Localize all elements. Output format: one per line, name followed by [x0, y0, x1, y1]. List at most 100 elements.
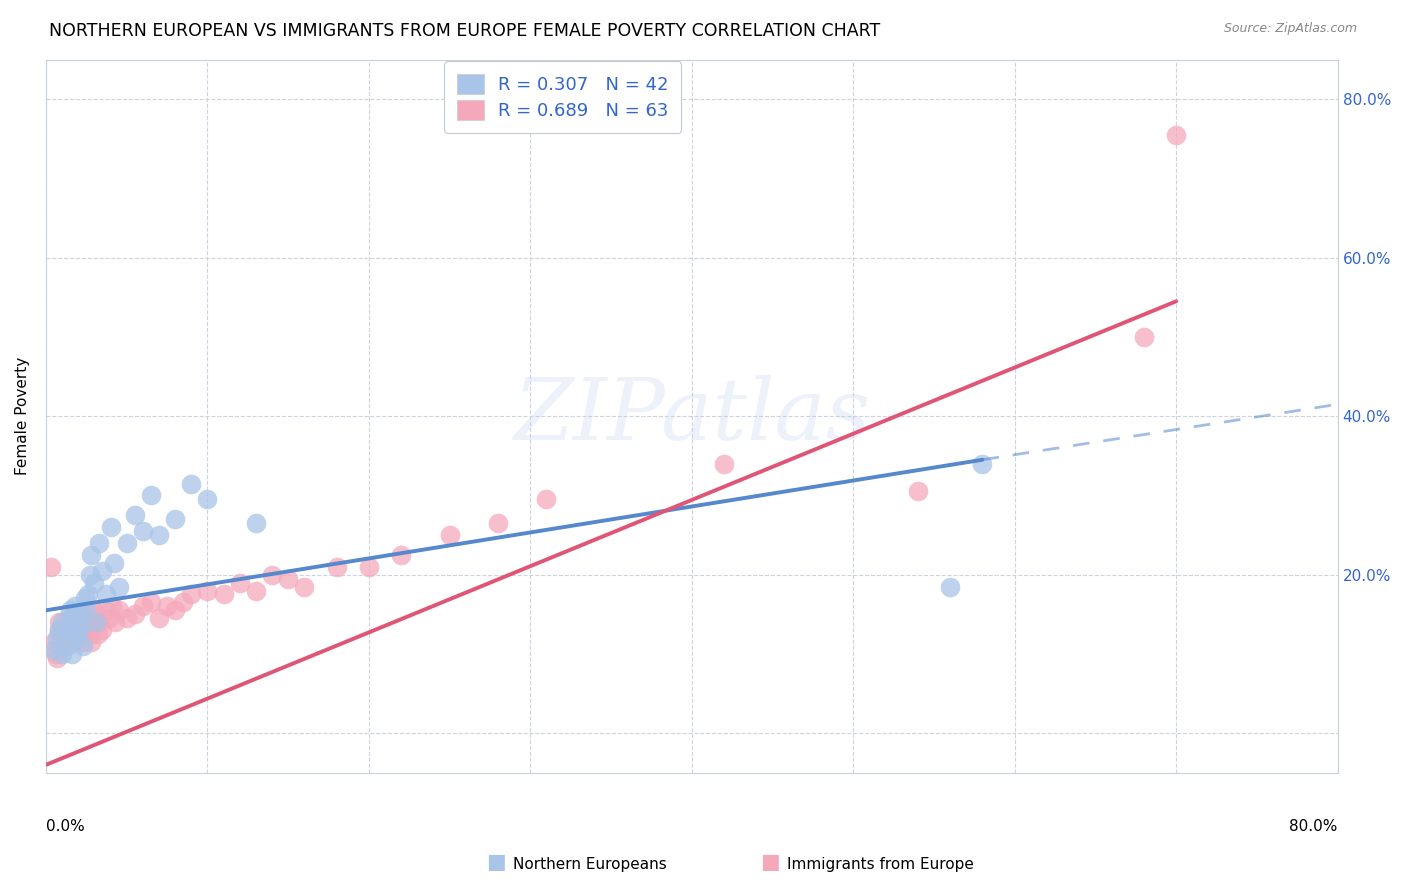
Point — [67, 623, 90, 637]
Point — [53, 631, 76, 645]
Point — [124, 508, 146, 523]
Y-axis label: Female Poverty: Female Poverty — [15, 357, 30, 475]
Text: 80.0%: 80.0% — [1289, 819, 1337, 834]
Point — [260, 567, 283, 582]
Point — [70, 619, 93, 633]
Point — [389, 548, 412, 562]
Point — [907, 484, 929, 499]
Point — [62, 635, 84, 649]
Point — [139, 595, 162, 609]
Point — [60, 619, 83, 633]
Point — [80, 635, 103, 649]
Point — [67, 631, 90, 645]
Point — [48, 623, 70, 637]
Point — [69, 607, 91, 622]
Point — [42, 635, 65, 649]
Point — [46, 631, 69, 645]
Point — [132, 524, 155, 538]
Point — [107, 580, 129, 594]
Point — [63, 599, 86, 614]
Text: Source: ZipAtlas.com: Source: ZipAtlas.com — [1223, 22, 1357, 36]
Point — [66, 623, 89, 637]
Point — [101, 599, 124, 614]
Point — [73, 611, 96, 625]
Point — [59, 603, 82, 617]
Point — [51, 647, 73, 661]
Point — [165, 512, 187, 526]
Point — [103, 556, 125, 570]
Point — [1133, 330, 1156, 344]
Point — [82, 603, 104, 617]
Point — [70, 623, 93, 637]
Point — [197, 583, 219, 598]
Point — [357, 559, 380, 574]
Point — [73, 591, 96, 606]
Point — [46, 651, 69, 665]
Point — [245, 516, 267, 530]
Point — [277, 572, 299, 586]
Point — [115, 536, 138, 550]
Point — [51, 615, 73, 630]
Point — [52, 619, 75, 633]
Text: ZIPatlas: ZIPatlas — [513, 375, 870, 458]
Point — [97, 611, 120, 625]
Point — [91, 623, 114, 637]
Point — [132, 599, 155, 614]
Point — [325, 559, 347, 574]
Text: ■: ■ — [761, 853, 780, 872]
Point — [56, 623, 79, 637]
Point — [42, 643, 65, 657]
Text: NORTHERN EUROPEAN VS IMMIGRANTS FROM EUROPE FEMALE POVERTY CORRELATION CHART: NORTHERN EUROPEAN VS IMMIGRANTS FROM EUR… — [49, 22, 880, 40]
Point — [58, 627, 80, 641]
Point — [86, 627, 108, 641]
Point — [75, 615, 97, 630]
Point — [245, 583, 267, 598]
Text: Immigrants from Europe: Immigrants from Europe — [787, 857, 974, 872]
Point — [72, 639, 94, 653]
Point — [89, 615, 111, 630]
Point — [83, 619, 105, 633]
Point — [180, 476, 202, 491]
Text: ■: ■ — [486, 853, 506, 872]
Point — [104, 615, 127, 630]
Point — [228, 575, 250, 590]
Point — [59, 631, 82, 645]
Point — [77, 623, 100, 637]
Point — [139, 488, 162, 502]
Point — [94, 603, 117, 617]
Point — [1166, 128, 1188, 142]
Point — [212, 587, 235, 601]
Point — [94, 587, 117, 601]
Point — [48, 623, 70, 637]
Point — [148, 528, 170, 542]
Point — [972, 457, 994, 471]
Point — [79, 627, 101, 641]
Point — [60, 647, 83, 661]
Point — [59, 615, 82, 630]
Point — [486, 516, 509, 530]
Point — [79, 567, 101, 582]
Point — [69, 615, 91, 630]
Point — [115, 611, 138, 625]
Point — [53, 623, 76, 637]
Point — [107, 603, 129, 617]
Point — [89, 536, 111, 550]
Point — [172, 595, 194, 609]
Point — [48, 615, 70, 630]
Point — [77, 587, 100, 601]
Point — [91, 564, 114, 578]
Point — [62, 611, 84, 625]
Point — [63, 611, 86, 625]
Point — [80, 548, 103, 562]
Point — [939, 580, 962, 594]
Point — [72, 635, 94, 649]
Point — [49, 627, 72, 641]
Point — [713, 457, 735, 471]
Point — [156, 599, 179, 614]
Point — [180, 587, 202, 601]
Point — [197, 492, 219, 507]
Point — [100, 520, 122, 534]
Point — [45, 647, 67, 661]
Point — [83, 575, 105, 590]
Point — [124, 607, 146, 622]
